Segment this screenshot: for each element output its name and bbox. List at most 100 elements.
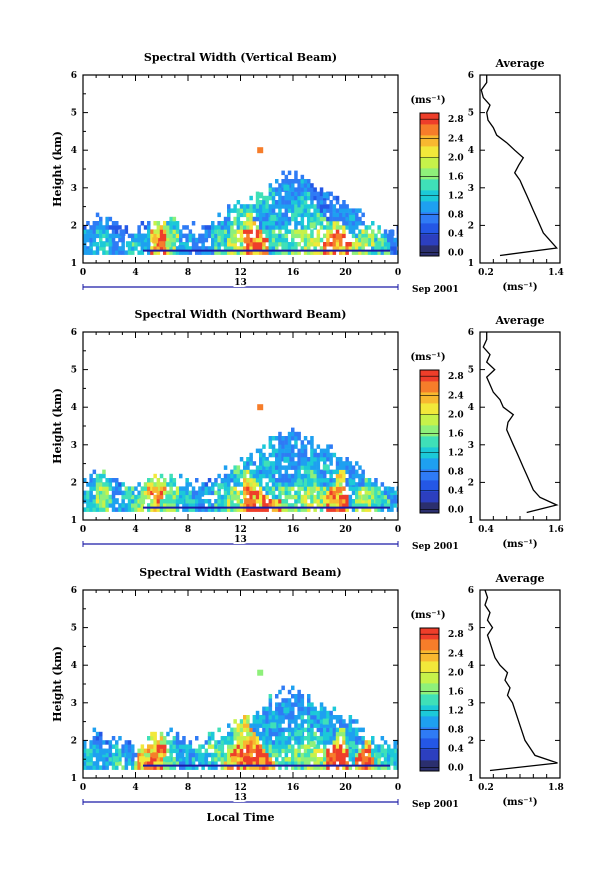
heatmap-cell: [367, 494, 372, 500]
heatmap-cell: [191, 765, 196, 770]
heatmap-cell: [124, 757, 129, 762]
heatmap-cell: [329, 723, 333, 728]
observation-point-5: [139, 233, 146, 240]
observation-point-22: [349, 214, 356, 221]
heatmap-cell: [358, 503, 362, 508]
heatmap-cell: [89, 740, 93, 745]
heatmap-cell: [182, 486, 186, 491]
heatmap-cell: [335, 229, 340, 234]
heatmap-cell: [230, 507, 234, 512]
heatmap-cell: [83, 494, 87, 500]
heatmap-cell: [287, 208, 292, 213]
heatmap-cell: [348, 757, 353, 762]
heatmap-cell: [175, 250, 180, 255]
heatmap-cell: [207, 233, 212, 239]
heatmap-cell: [278, 250, 282, 255]
heatmap-cell: [217, 499, 221, 504]
heatmap-cell: [313, 208, 317, 213]
heatmap-cell: [319, 748, 324, 754]
heatmap-cell: [252, 715, 257, 720]
heatmap-cell: [259, 486, 263, 491]
heatmap-cell: [332, 221, 337, 226]
heatmap-cell: [198, 744, 202, 749]
heatmap-cell: [284, 448, 289, 454]
heatmap-cell: [297, 448, 301, 454]
heatmap-cell: [140, 242, 145, 247]
heatmap-cell: [105, 761, 109, 766]
heatmap-cell: [345, 765, 349, 770]
heatmap-cell: [342, 221, 346, 226]
colorbar-frame: [419, 112, 440, 257]
heatmap-cell: [236, 748, 241, 754]
heatmap-cell: [169, 761, 173, 766]
heatmap-cell: [291, 452, 295, 458]
heatmap-cell: [329, 757, 333, 762]
heatmap-cell: [278, 242, 282, 247]
heatmap-cell: [214, 225, 218, 230]
heatmap-cell: [281, 233, 285, 239]
heatmap-cell: [348, 469, 353, 475]
heatmap-cell: [339, 507, 343, 512]
heatmap-cell: [147, 486, 151, 491]
heatmap-cell: [287, 436, 292, 441]
heatmap-cell: [380, 237, 385, 243]
heatmap-cell: [291, 179, 295, 184]
heatmap-cell: [275, 179, 279, 184]
heatmap-cell: [156, 242, 161, 247]
heatmap-cell: [243, 715, 247, 720]
heatmap-cell: [310, 469, 314, 475]
heatmap-cell: [329, 494, 333, 500]
heatmap-cell: [371, 752, 375, 758]
heatmap-cell: [275, 486, 279, 491]
heatmap-cell: [204, 233, 209, 239]
heatmap-cell: [310, 212, 314, 218]
heatmap-cell: [335, 494, 340, 500]
y-tick-label: 1: [71, 774, 77, 784]
heatmap-cell: [297, 473, 301, 479]
heatmap-cell: [179, 233, 183, 239]
heatmap-cell: [163, 736, 167, 741]
heatmap-cell: [220, 499, 225, 504]
heatmap-cell: [172, 229, 177, 234]
heatmap-cell: [383, 765, 388, 770]
heatmap-cell: [281, 170, 285, 176]
heatmap-cell: [275, 715, 279, 720]
heatmap-cell: [332, 507, 337, 512]
heatmap-cell: [278, 727, 282, 733]
heatmap-cell: [371, 221, 375, 226]
heatmap-cell: [153, 503, 157, 508]
heatmap-cell: [166, 507, 170, 512]
heatmap-cell: [217, 490, 221, 496]
heatmap-cell: [329, 212, 333, 218]
observation-point-15: [296, 479, 303, 486]
heatmap-cell: [268, 465, 273, 470]
heatmap-cell: [172, 748, 177, 754]
heatmap-cell: [92, 744, 97, 749]
heatmap-cell: [294, 436, 298, 441]
heatmap-cell: [374, 507, 378, 512]
heatmap-cell: [281, 503, 285, 508]
heatmap-cell: [127, 250, 132, 255]
heatmap-cell: [169, 250, 173, 255]
heatmap-cell: [275, 212, 279, 218]
heatmap-cell: [252, 765, 257, 770]
heatmap-cell: [329, 740, 333, 745]
heatmap-cell: [345, 731, 349, 737]
heatmap-cell: [281, 710, 285, 716]
heatmap-cell: [342, 748, 346, 754]
heatmap-cell: [294, 761, 298, 766]
heatmap-cell: [268, 702, 273, 707]
observation-point-15: [296, 729, 303, 736]
heatmap-cell: [307, 507, 311, 512]
heatmap-cell: [387, 494, 391, 500]
heatmap-cell: [307, 225, 311, 230]
heatmap-cell: [140, 494, 145, 500]
heatmap-cell: [271, 208, 276, 213]
heatmap-cell: [230, 208, 234, 213]
heatmap-cell: [396, 765, 398, 770]
heatmap-cell: [102, 765, 106, 770]
heatmap-cell: [179, 250, 183, 255]
heatmap-cell: [227, 478, 231, 483]
heatmap-cell: [175, 229, 180, 234]
heatmap-cell: [163, 490, 167, 496]
